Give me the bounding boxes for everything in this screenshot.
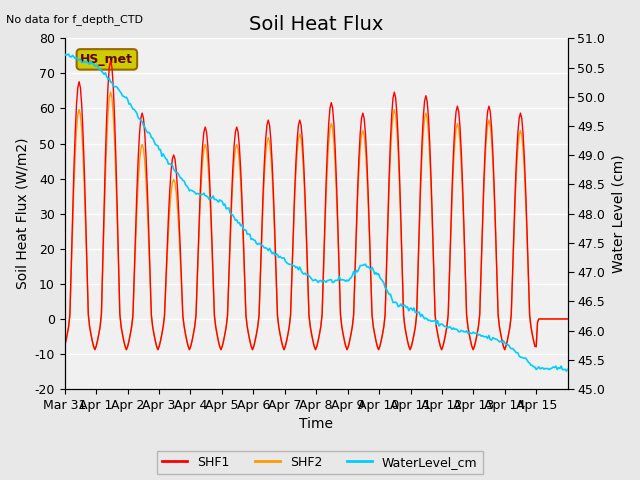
Text: No data for f_depth_CTD: No data for f_depth_CTD bbox=[6, 14, 143, 25]
X-axis label: Time: Time bbox=[299, 418, 333, 432]
Text: HS_met: HS_met bbox=[81, 53, 133, 66]
Y-axis label: Soil Heat Flux (W/m2): Soil Heat Flux (W/m2) bbox=[15, 138, 29, 289]
Legend: SHF1, SHF2, WaterLevel_cm: SHF1, SHF2, WaterLevel_cm bbox=[157, 451, 483, 474]
Y-axis label: Water Level (cm): Water Level (cm) bbox=[611, 155, 625, 273]
Title: Soil Heat Flux: Soil Heat Flux bbox=[249, 15, 383, 34]
